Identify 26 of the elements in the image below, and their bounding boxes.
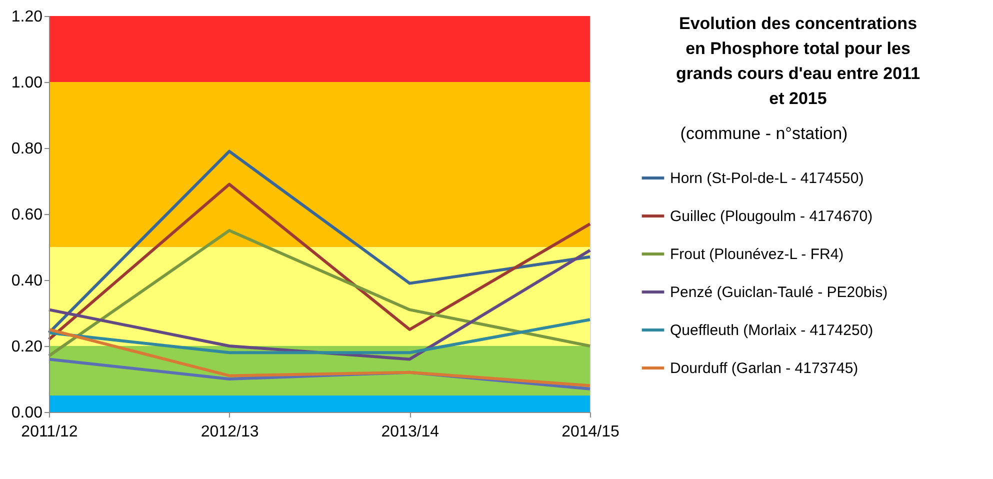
y-tick-label: 0.20	[11, 338, 43, 356]
text: en Phosphore total pour les	[686, 39, 910, 58]
line-series	[48, 182, 592, 341]
text: grands cours d'eau entre 2011	[676, 64, 920, 83]
line-series	[48, 150, 592, 334]
x-tick-label: 2014/15	[562, 424, 620, 440]
y-tick-label: 1.00	[11, 74, 43, 92]
legend-label: Frout (Plounévez-L - FR4)	[670, 246, 844, 263]
x-tick-label: 2011/12	[21, 424, 78, 440]
y-tick-label: 0.60	[11, 206, 43, 224]
legend-label: Queffleuth (Morlaix - 4174250)	[670, 322, 874, 339]
y-tick-label: 0.40	[11, 272, 43, 290]
y-tick-label: 1.20	[11, 8, 43, 26]
x-tick-label: 2012/13	[200, 424, 259, 440]
legend-label: Horn (St-Pol-de-L - 4174550)	[670, 170, 864, 187]
line-series	[48, 229, 592, 358]
legend-label: Guillec (Plougoulm - 4174670)	[670, 208, 873, 225]
legend-title: (commune - n°station)	[680, 124, 848, 143]
legend-label: Dourduff (Garlan - 4173745)	[670, 360, 858, 377]
line-series	[48, 328, 592, 388]
text: Evolution des concentrations	[678, 14, 918, 33]
y-tick-label: 0.80	[11, 140, 43, 158]
text: et 2015	[769, 89, 827, 108]
x-tick-label: 2013/14	[381, 424, 440, 440]
y-tick-label: 0.00	[11, 404, 43, 422]
legend-label: Penzé (Guiclan-Taulé - PE20bis)	[670, 284, 888, 301]
